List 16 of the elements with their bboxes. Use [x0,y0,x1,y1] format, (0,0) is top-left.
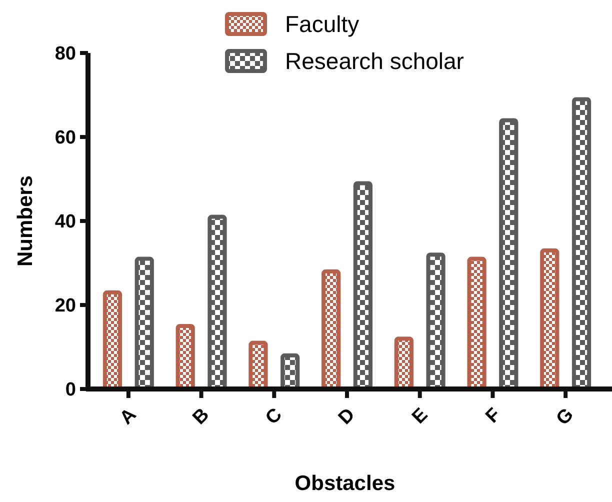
y-tick-label: 40 [54,212,76,233]
x-tick-label: G [552,404,578,430]
legend-label: Research scholar [285,48,464,74]
y-tick-label: 0 [65,380,76,401]
x-tick-label: B [188,404,214,429]
y-tick-label: 20 [54,296,76,317]
y-axis-title: Numbers [14,175,37,267]
x-tick-label: C [262,404,287,429]
x-axis-title: Obstacles [294,472,396,495]
x-tick-label: F [482,404,505,428]
y-tick-label: 80 [54,44,76,65]
x-tick-label: A [116,404,141,429]
x-tick-label: D [334,404,360,429]
y-tick-label: 60 [54,128,76,149]
legend-label: Faculty [285,11,360,38]
x-tick-label: E [408,404,432,428]
